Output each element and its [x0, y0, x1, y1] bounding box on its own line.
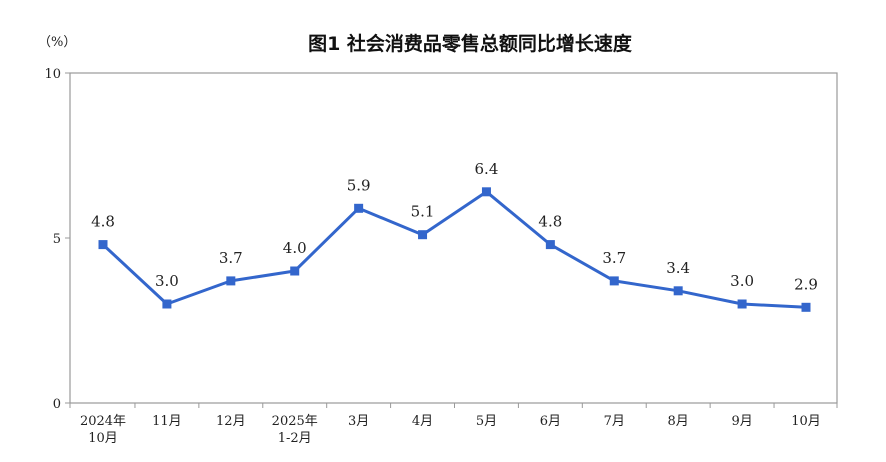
data-point-marker — [673, 286, 683, 296]
data-labels: 4.8 3.0 3.7 4.0 5.9 5.1 6.4 4.8 3.7 3.4 3.0 2.9 — [91, 160, 818, 293]
x-tick-label-line: 2025年 — [272, 414, 318, 429]
x-tick-label: 10月 — [791, 414, 821, 429]
data-label: 3.0 — [730, 272, 754, 290]
data-label: 5.1 — [411, 203, 435, 221]
data-label: 3.4 — [666, 259, 690, 277]
data-point-marker — [737, 299, 747, 309]
series-line — [101, 190, 807, 309]
y-axis-unit: （%） — [38, 35, 76, 50]
data-label: 4.0 — [283, 239, 307, 257]
x-tick-label-line: 11月 — [152, 414, 182, 429]
data-point-marker — [545, 240, 555, 250]
data-label: 3.0 — [155, 272, 179, 290]
data-point-marker — [418, 230, 428, 240]
x-tick-label-line: 6月 — [540, 414, 561, 429]
data-point-marker — [354, 203, 364, 213]
data-label: 3.7 — [602, 249, 626, 267]
data-point-marker — [609, 276, 619, 286]
data-point-marker — [98, 240, 108, 250]
x-tick-label-line: 9月 — [731, 414, 752, 429]
chart-title: 图1 社会消费品零售总额同比增长速度 — [308, 32, 633, 55]
x-tick-label: 7月 — [604, 414, 625, 429]
data-label: 6.4 — [475, 160, 499, 178]
x-tick-label: 11月 — [152, 414, 182, 429]
series-retail-growth — [98, 187, 811, 312]
x-tick-label: 8月 — [668, 414, 689, 429]
data-label: 4.8 — [538, 213, 562, 231]
x-tick-label: 3月 — [348, 414, 369, 429]
x-axis: 2024年 10月 11月 12月 2025年 1-2月 3月 4月 5月 6月 7月 8月 9月 10月 — [69, 403, 838, 446]
data-point-marker — [226, 276, 236, 286]
x-tick-label-line: 5月 — [476, 414, 497, 429]
data-point-marker — [162, 299, 172, 309]
y-tick-label: 5 — [53, 232, 61, 247]
plot-area — [69, 72, 838, 404]
data-label: 3.7 — [219, 249, 243, 267]
data-label: 4.8 — [91, 213, 115, 231]
x-tick-label: 2025年 1-2月 — [272, 414, 318, 446]
y-axis: 0 5 10 — [44, 67, 70, 412]
x-tick-label: 2024年 10月 — [80, 414, 126, 446]
x-tick-label: 12月 — [216, 414, 246, 429]
x-tick-label-line: 8月 — [668, 414, 689, 429]
data-point-marker — [801, 302, 811, 312]
x-tick-label-line: 10月 — [791, 414, 821, 429]
data-point-marker — [481, 187, 491, 197]
x-tick-label-line: 1-2月 — [278, 431, 312, 446]
x-tick-label: 4月 — [412, 414, 433, 429]
x-tick-label-line: 3月 — [348, 414, 369, 429]
x-tick-label-line: 2024年 — [80, 414, 126, 429]
x-tick-label-line: 12月 — [216, 414, 246, 429]
data-point-marker — [290, 266, 300, 276]
x-tick-label: 9月 — [731, 414, 752, 429]
data-label: 5.9 — [347, 176, 371, 194]
x-tick-label: 5月 — [476, 414, 497, 429]
y-tick-label: 0 — [53, 397, 61, 412]
y-tick-label: 10 — [44, 67, 61, 82]
data-label: 2.9 — [794, 275, 818, 293]
x-tick-label-line: 4月 — [412, 414, 433, 429]
x-tick-label-line: 10月 — [88, 431, 118, 446]
x-tick-label-line: 7月 — [604, 414, 625, 429]
x-tick-label: 6月 — [540, 414, 561, 429]
